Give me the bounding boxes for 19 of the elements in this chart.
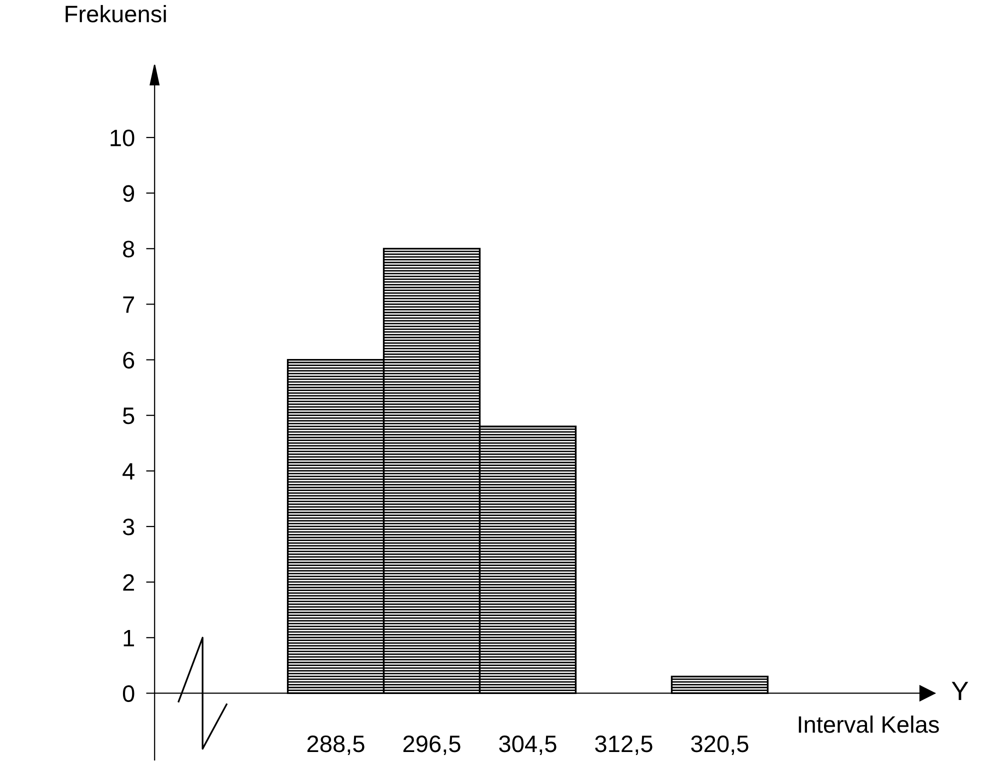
y-tick-label: 9 [123,185,134,202]
y-tick-label: 6 [123,352,134,369]
y-tick-label: 1 [124,630,134,646]
x-tick-label: 320,5 [691,736,748,756]
text: Y [952,682,968,700]
y-tick-label: 3 [122,518,134,536]
y-tick-label: 4 [122,463,134,480]
y-tick-label: 7 [123,296,134,313]
x-tick-label: 296,5 [403,736,460,756]
y-tick-label: 10 [110,130,134,146]
y-tick-label: 2 [123,574,134,591]
x-tick-label: 288,5 [307,736,364,756]
y-tick-label: 5 [122,408,134,424]
y-axis-title: Frekuensi [66,5,166,22]
x-tick-label: 304,5 [499,736,556,756]
y-tick-label: 8 [123,240,134,258]
x-axis-title: Interval Kelas [798,716,939,733]
x-tick-label: 312,5 [595,736,652,756]
y-tick-label: 0 [122,685,134,702]
